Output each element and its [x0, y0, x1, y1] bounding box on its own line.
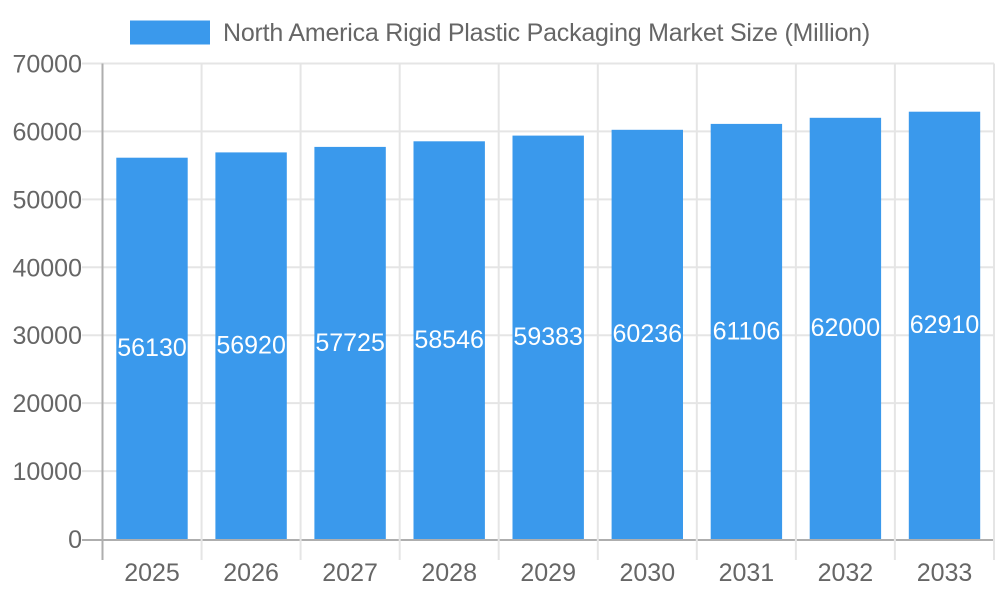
- svg-text:2027: 2027: [322, 559, 378, 587]
- svg-text:10000: 10000: [12, 458, 82, 486]
- svg-text:40000: 40000: [12, 254, 82, 282]
- svg-text:2025: 2025: [124, 559, 180, 587]
- svg-text:2026: 2026: [223, 559, 279, 587]
- svg-text:2033: 2033: [917, 559, 973, 587]
- svg-text:70000: 70000: [12, 51, 82, 79]
- svg-text:2031: 2031: [719, 559, 775, 587]
- svg-text:60000: 60000: [12, 118, 82, 146]
- svg-text:56920: 56920: [216, 332, 286, 360]
- svg-text:50000: 50000: [12, 186, 82, 214]
- svg-text:North America Rigid Plastic Pa: North America Rigid Plastic Packaging Ma…: [223, 19, 870, 47]
- svg-text:56130: 56130: [117, 334, 187, 362]
- svg-text:2032: 2032: [818, 559, 874, 587]
- svg-text:57725: 57725: [315, 329, 385, 357]
- svg-text:20000: 20000: [12, 390, 82, 418]
- svg-text:58546: 58546: [414, 326, 484, 354]
- svg-text:62910: 62910: [910, 311, 980, 339]
- svg-text:2028: 2028: [421, 559, 477, 587]
- svg-text:60236: 60236: [613, 320, 683, 348]
- svg-text:0: 0: [68, 526, 82, 554]
- svg-text:61106: 61106: [713, 317, 781, 345]
- svg-text:30000: 30000: [12, 322, 82, 350]
- svg-text:59383: 59383: [513, 323, 583, 351]
- svg-text:2029: 2029: [520, 559, 576, 587]
- svg-text:62000: 62000: [811, 314, 881, 342]
- svg-text:2030: 2030: [619, 559, 675, 587]
